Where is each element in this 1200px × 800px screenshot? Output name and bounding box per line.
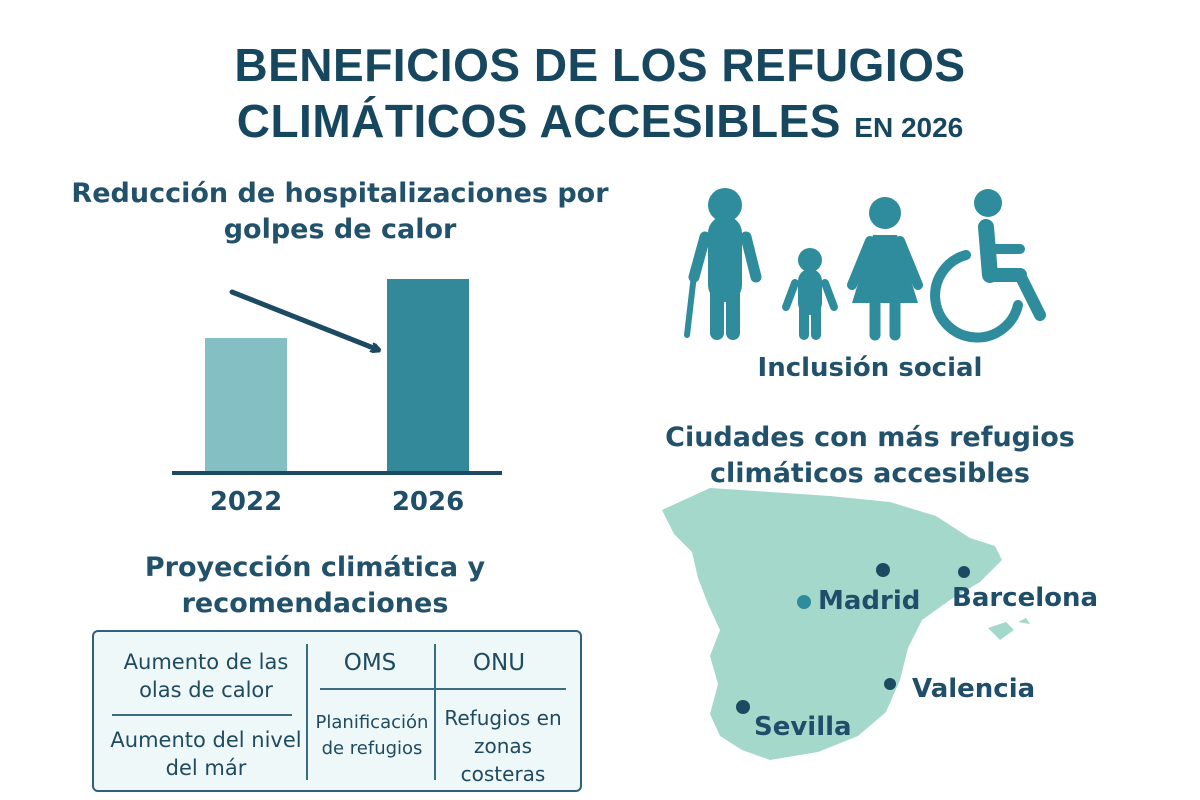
page-title-suffix: EN 2026 — [854, 112, 964, 143]
rec-onu: Refugios en zonas costeras — [444, 706, 562, 786]
page-title-main: CLIMÁTICOS ACCESIBLES — [236, 95, 841, 147]
climate-risk-heatwaves: Aumento de las olas de calor — [123, 650, 289, 702]
map-title: Ciudades con más refugios climáticos acc… — [665, 422, 1075, 489]
org-onu: ONU — [472, 650, 526, 676]
sevilla-dot — [736, 700, 750, 714]
child-icon — [782, 248, 838, 340]
valencia-dot — [884, 678, 896, 690]
bar-2022 — [205, 338, 287, 472]
divider-left — [112, 714, 292, 716]
page-title-line1: BENEFICIOS DE LOS REFUGIOS — [234, 39, 966, 91]
chart-title: Reducción de hospitalizaciones por golpe… — [71, 178, 609, 245]
north-city-dot — [876, 563, 890, 577]
org-oms: OMS — [343, 650, 397, 676]
bar-2026 — [387, 279, 469, 472]
woman-icon — [847, 197, 923, 341]
spain-map — [662, 488, 1030, 760]
divider-vertical-1 — [306, 644, 308, 780]
city-label-valencia: Valencia — [912, 674, 1036, 704]
year-label-2022: 2022 — [210, 487, 282, 517]
inclusion-icons — [684, 188, 1046, 343]
city-label-barcelona: Barcelona — [952, 583, 1099, 613]
hospitalization-chart: 2022 2026 — [172, 279, 502, 517]
madrid-dot — [797, 595, 811, 609]
city-label-madrid: Madrid — [818, 586, 921, 616]
city-label-sevilla: Sevilla — [754, 712, 852, 742]
projection-table: Aumento de las olas de calor Aumento del… — [92, 630, 582, 792]
balearic-islands — [988, 618, 1030, 640]
projection-title: Proyección climática y recomendaciones — [144, 552, 486, 619]
divider-orgs — [320, 688, 566, 690]
divider-vertical-2 — [434, 644, 436, 780]
year-label-2026: 2026 — [392, 487, 464, 517]
inclusion-label: Inclusión social — [757, 353, 983, 383]
rec-oms: Planificación de refugios — [315, 712, 429, 759]
barcelona-dot — [958, 566, 970, 578]
spain-mainland — [662, 488, 1002, 760]
page-title-line2: CLIMÁTICOS ACCESIBLES EN 2026 — [0, 94, 1200, 148]
trend-arrow — [229, 289, 376, 349]
wheelchair-icon — [930, 189, 1046, 343]
climate-risk-sea-level: Aumento del nivel del már — [110, 728, 302, 780]
elderly-person-icon — [684, 188, 762, 340]
